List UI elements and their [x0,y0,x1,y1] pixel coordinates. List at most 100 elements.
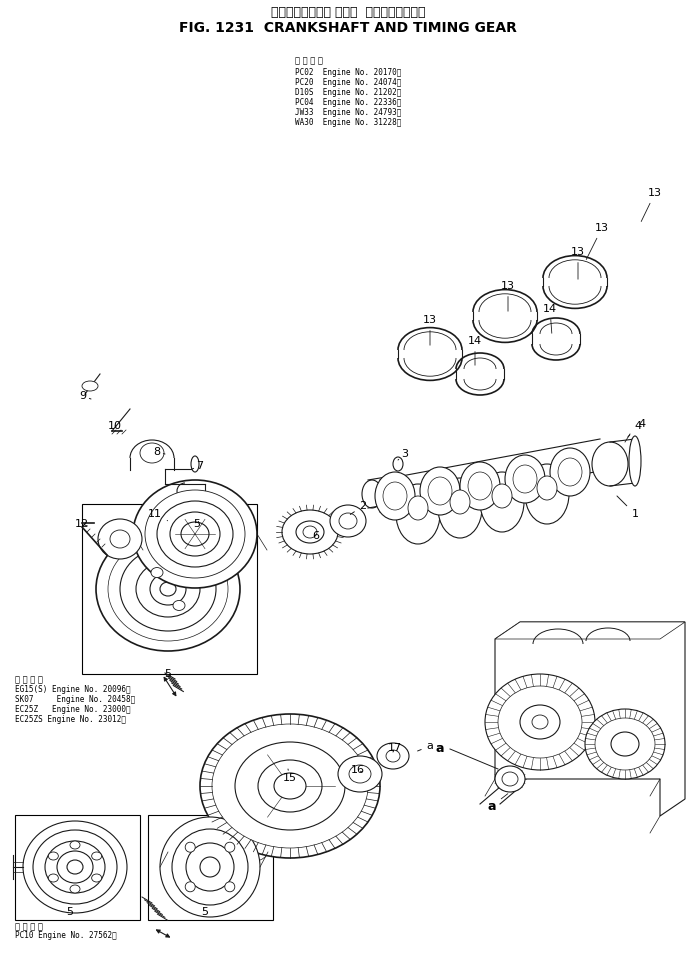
Text: 適 用 号 機: 適 用 号 機 [15,922,43,931]
Text: WA30  Engine No. 31228～: WA30 Engine No. 31228～ [295,118,401,127]
Text: 14: 14 [468,336,482,365]
Text: 15: 15 [283,769,297,783]
Text: 3: 3 [398,449,408,460]
Ellipse shape [386,750,400,762]
Text: 1: 1 [617,496,638,519]
Ellipse shape [595,718,655,770]
Ellipse shape [460,462,500,510]
Text: 5: 5 [194,519,201,529]
Text: 5: 5 [164,669,171,679]
Text: 2: 2 [351,501,367,514]
Ellipse shape [225,881,235,892]
Ellipse shape [303,526,317,538]
Ellipse shape [67,860,83,874]
Ellipse shape [296,521,324,543]
Ellipse shape [274,773,306,799]
Ellipse shape [98,519,142,559]
Ellipse shape [140,443,164,463]
Ellipse shape [495,766,525,792]
Ellipse shape [258,760,322,812]
Ellipse shape [480,472,524,532]
Ellipse shape [362,480,382,508]
Text: 17: 17 [388,743,402,753]
Text: 13: 13 [571,247,585,280]
Ellipse shape [468,472,492,500]
Ellipse shape [120,547,216,631]
Ellipse shape [502,772,518,786]
Ellipse shape [338,756,382,792]
Ellipse shape [377,743,409,769]
Ellipse shape [172,829,248,905]
Text: 5: 5 [66,907,73,917]
Text: a: a [436,742,444,756]
Ellipse shape [191,456,199,472]
Ellipse shape [375,472,415,520]
Bar [82,504,257,674]
Text: 6: 6 [312,531,319,541]
Ellipse shape [136,561,200,617]
Ellipse shape [585,709,665,779]
Ellipse shape [592,442,628,486]
Text: 10: 10 [108,421,122,431]
Ellipse shape [91,852,102,860]
Ellipse shape [537,476,557,500]
Ellipse shape [438,478,482,538]
Text: 14: 14 [543,304,557,333]
Ellipse shape [450,490,470,514]
Bar [15,815,140,920]
Ellipse shape [383,482,407,510]
Text: 4: 4 [638,419,645,429]
Ellipse shape [96,527,240,651]
Text: a: a [488,794,508,812]
Ellipse shape [200,857,220,877]
Ellipse shape [70,841,80,849]
Polygon shape [495,622,685,816]
Ellipse shape [558,458,582,486]
Ellipse shape [525,464,569,524]
Ellipse shape [420,467,460,515]
Text: クランクシャフト および  タイミングギヤー: クランクシャフト および タイミングギヤー [270,6,425,19]
Ellipse shape [160,582,176,596]
Ellipse shape [532,715,548,729]
Ellipse shape [185,881,195,892]
Ellipse shape [396,484,440,544]
Text: EC25Z   Engine No. 23000～: EC25Z Engine No. 23000～ [15,705,130,714]
Ellipse shape [492,484,512,508]
Text: a: a [418,741,434,751]
Text: 4: 4 [628,421,641,437]
Text: 適 用 号 機: 適 用 号 機 [295,56,323,65]
Ellipse shape [33,830,117,904]
Text: PC04  Engine No. 22336～: PC04 Engine No. 22336～ [295,98,401,107]
Ellipse shape [629,436,641,486]
Ellipse shape [150,573,186,605]
Ellipse shape [70,885,80,893]
Ellipse shape [212,724,368,848]
Text: 13: 13 [586,223,609,259]
Text: EC25ZS Engine No. 23012～: EC25ZS Engine No. 23012～ [15,715,126,724]
Text: 13: 13 [423,315,437,345]
Text: 7: 7 [192,461,204,471]
Ellipse shape [330,505,366,537]
Ellipse shape [151,568,163,578]
Ellipse shape [339,513,357,529]
Text: 11: 11 [148,509,167,521]
Text: PC20  Engine No. 24074～: PC20 Engine No. 24074～ [295,78,401,87]
Text: JW33  Engine No. 24793～: JW33 Engine No. 24793～ [295,108,401,117]
Text: PC02  Engine No. 20170～: PC02 Engine No. 20170～ [295,68,401,77]
Text: 適 用 号 機: 適 用 号 機 [15,675,43,684]
Text: 13: 13 [641,188,662,221]
Ellipse shape [185,843,195,852]
Ellipse shape [225,843,235,852]
Ellipse shape [108,537,228,641]
Ellipse shape [428,477,452,505]
Polygon shape [495,622,685,639]
Text: EG15(S) Engine No. 20096～: EG15(S) Engine No. 20096～ [15,685,130,694]
Ellipse shape [550,448,590,496]
Text: 9: 9 [79,391,91,401]
Ellipse shape [133,480,257,588]
Ellipse shape [513,465,537,493]
Ellipse shape [45,841,105,893]
Ellipse shape [157,501,233,567]
Bar [148,815,273,920]
Ellipse shape [48,852,59,860]
